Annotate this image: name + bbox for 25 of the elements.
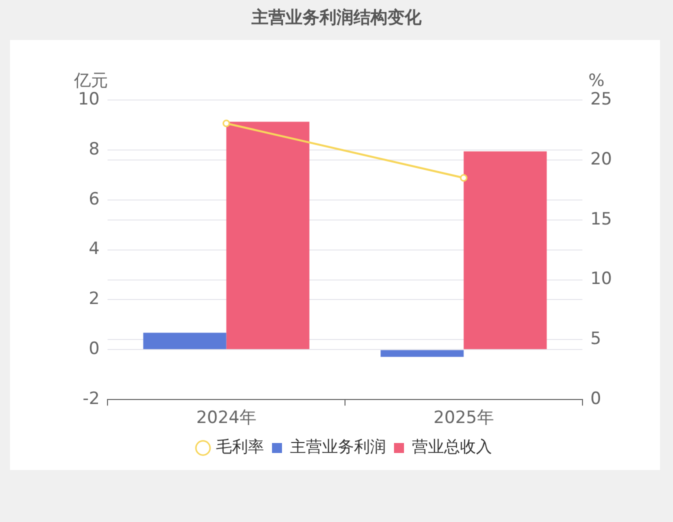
bar	[380, 350, 464, 357]
legend-label: 营业总收入	[412, 437, 492, 456]
y2-tick-label: 5	[590, 329, 602, 350]
y2-tick-label: 0	[590, 389, 602, 410]
y2-tick-label: 15	[590, 209, 612, 230]
legend-label: 主营业务利润	[290, 437, 386, 456]
chart-title: 主营业务利润结构变化	[250, 7, 422, 29]
y-tick-label: -2	[82, 389, 100, 410]
x-tick-label: 2024年	[196, 408, 256, 428]
y2-tick-label: 25	[590, 89, 612, 110]
y-tick-label: 2	[88, 289, 100, 310]
y2-tick-label: 10	[590, 269, 612, 290]
y2-tick-label: 20	[590, 149, 612, 170]
bar	[143, 332, 226, 350]
legend-label: 毛利率	[216, 437, 264, 456]
bar	[226, 122, 310, 350]
x-tick-label: 2025年	[434, 408, 494, 428]
y-tick-label: 4	[88, 239, 100, 260]
y-tick-label: 6	[88, 189, 100, 210]
y-tick-label: 10	[78, 89, 100, 110]
y-tick-label: 8	[88, 139, 100, 160]
bar	[464, 151, 547, 350]
y2-axis-title: %	[588, 70, 605, 91]
y-tick-label: 0	[88, 339, 100, 360]
y-axis-title: 亿元	[73, 70, 108, 91]
